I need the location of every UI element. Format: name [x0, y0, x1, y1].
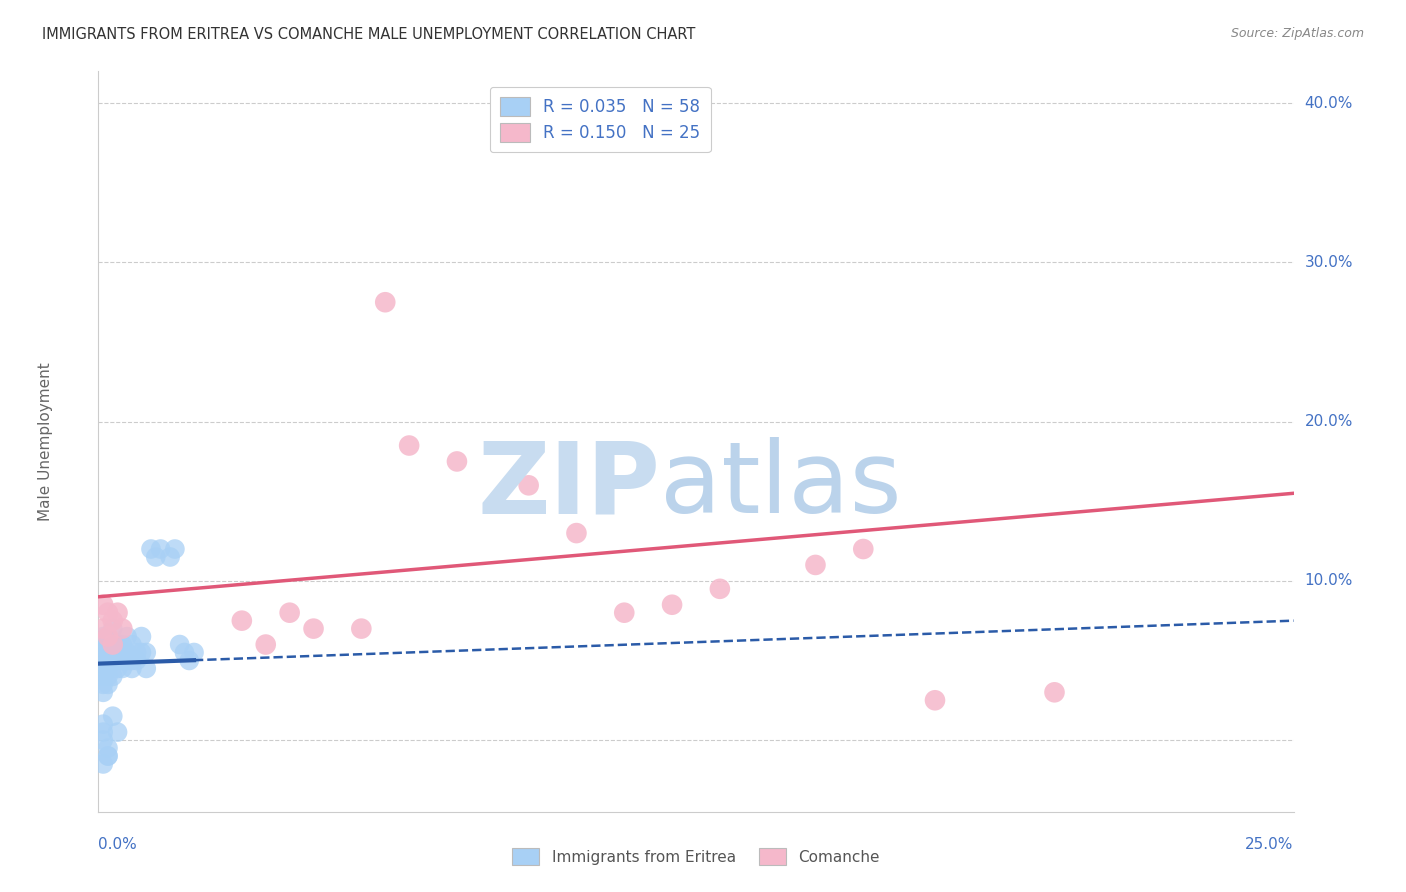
Point — [97, 638, 120, 652]
Point — [131, 630, 153, 644]
Point — [101, 653, 124, 667]
Point — [131, 646, 153, 660]
Point — [97, 669, 120, 683]
Point — [107, 661, 129, 675]
Point — [517, 478, 540, 492]
Point — [661, 598, 683, 612]
Point — [107, 606, 129, 620]
Text: IMMIGRANTS FROM ERITREA VS COMANCHE MALE UNEMPLOYMENT CORRELATION CHART: IMMIGRANTS FROM ERITREA VS COMANCHE MALE… — [42, 27, 696, 42]
Point — [101, 614, 124, 628]
Point — [135, 646, 157, 660]
Point — [97, 646, 120, 660]
Point — [107, 646, 129, 660]
Point — [350, 622, 373, 636]
Point — [135, 661, 157, 675]
Point — [97, 653, 120, 667]
Point — [91, 669, 114, 683]
Point — [101, 646, 124, 660]
Text: ZIP: ZIP — [477, 437, 661, 534]
Point — [91, 638, 114, 652]
Point — [278, 606, 301, 620]
Point — [91, 756, 114, 771]
Point — [1043, 685, 1066, 699]
Point — [97, 606, 120, 620]
Point — [111, 638, 134, 652]
Point — [97, 661, 120, 675]
Point — [613, 606, 636, 620]
Point — [159, 549, 181, 564]
Point — [446, 454, 468, 468]
Point — [91, 630, 114, 644]
Point — [101, 709, 124, 723]
Point — [97, 749, 120, 764]
Point — [91, 717, 114, 731]
Legend: Immigrants from Eritrea, Comanche: Immigrants from Eritrea, Comanche — [503, 838, 889, 874]
Point — [149, 541, 172, 556]
Point — [125, 646, 148, 660]
Point — [91, 622, 114, 636]
Point — [179, 653, 201, 667]
Point — [101, 638, 124, 652]
Point — [97, 677, 120, 691]
Point — [91, 653, 114, 667]
Point — [565, 526, 588, 541]
Point — [173, 646, 195, 660]
Point — [91, 661, 114, 675]
Point — [111, 622, 134, 636]
Point — [91, 725, 114, 739]
Text: 20.0%: 20.0% — [1305, 414, 1353, 429]
Point — [709, 582, 731, 596]
Point — [107, 725, 129, 739]
Point — [91, 733, 114, 747]
Point — [804, 558, 827, 572]
Point — [231, 614, 253, 628]
Text: Male Unemployment: Male Unemployment — [38, 362, 53, 521]
Point — [115, 653, 138, 667]
Text: 0.0%: 0.0% — [98, 837, 138, 852]
Point — [91, 677, 114, 691]
Point — [111, 661, 134, 675]
Point — [125, 653, 148, 667]
Point — [97, 630, 120, 644]
Point — [101, 669, 124, 683]
Text: 40.0%: 40.0% — [1305, 95, 1353, 111]
Point — [97, 749, 120, 764]
Point — [302, 622, 325, 636]
Point — [924, 693, 946, 707]
Point — [139, 541, 162, 556]
Text: atlas: atlas — [661, 437, 901, 534]
Point — [115, 630, 138, 644]
Point — [398, 438, 420, 452]
Point — [115, 646, 138, 660]
Point — [91, 598, 114, 612]
Point — [121, 638, 143, 652]
Point — [101, 638, 124, 652]
Point — [169, 638, 191, 652]
Point — [101, 622, 124, 636]
Point — [121, 661, 143, 675]
Point — [107, 653, 129, 667]
Point — [97, 630, 120, 644]
Text: 25.0%: 25.0% — [1246, 837, 1294, 852]
Point — [163, 541, 186, 556]
Point — [97, 741, 120, 756]
Point — [145, 549, 167, 564]
Point — [254, 638, 277, 652]
Point — [91, 646, 114, 660]
Point — [107, 638, 129, 652]
Point — [91, 685, 114, 699]
Text: 30.0%: 30.0% — [1305, 255, 1353, 270]
Point — [121, 653, 143, 667]
Point — [852, 541, 875, 556]
Point — [374, 295, 396, 310]
Point — [111, 646, 134, 660]
Text: Source: ZipAtlas.com: Source: ZipAtlas.com — [1230, 27, 1364, 40]
Point — [183, 646, 205, 660]
Point — [111, 653, 134, 667]
Text: 10.0%: 10.0% — [1305, 574, 1353, 589]
